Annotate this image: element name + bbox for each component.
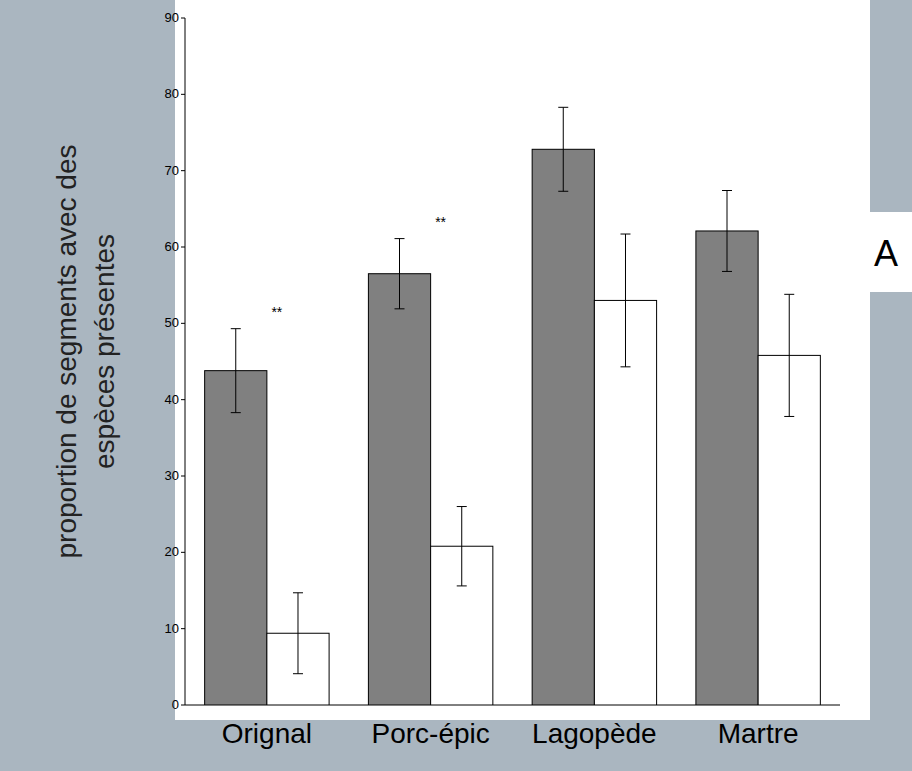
side-panel	[868, 212, 912, 292]
error-cap	[558, 107, 568, 108]
y-tick-label: 50	[165, 315, 179, 330]
error-cap	[293, 673, 303, 674]
error-cap	[395, 308, 405, 309]
error-line	[625, 234, 626, 367]
error-cap	[620, 366, 630, 367]
error-bars	[231, 107, 794, 673]
error-bar	[722, 191, 732, 272]
y-tick-label: 60	[165, 239, 179, 254]
annotation: **	[435, 214, 446, 230]
x-tick-label: Orignal	[222, 718, 312, 749]
error-cap	[558, 191, 568, 192]
y-axis	[185, 18, 186, 705]
chart-root: 0 10 20 30 40 50 60 70 80 90 proportion de segment…	[0, 0, 912, 771]
x-tick-label: Lagopède	[532, 718, 657, 749]
bar	[696, 231, 758, 705]
y-tick	[181, 705, 185, 706]
y-tick-label: 0	[172, 697, 179, 712]
y-tick	[181, 552, 185, 553]
y-tick	[181, 628, 185, 629]
error-line	[235, 329, 236, 413]
y-tick-label: 40	[165, 392, 179, 407]
error-line	[461, 507, 462, 586]
error-cap	[620, 234, 630, 235]
y-tick	[181, 323, 185, 324]
y-tick	[181, 247, 185, 248]
error-bar	[558, 107, 568, 191]
error-bar	[293, 593, 303, 674]
error-cap	[231, 328, 241, 329]
y-title-line: proportion de segments avec des	[51, 144, 82, 558]
error-cap	[457, 585, 467, 586]
y-tick	[181, 399, 185, 400]
error-line	[399, 239, 400, 309]
error-cap	[722, 271, 732, 272]
plot-panel	[175, 0, 870, 720]
error-cap	[784, 416, 794, 417]
bars	[205, 149, 821, 705]
error-cap	[293, 592, 303, 593]
error-bar	[395, 239, 405, 309]
error-cap	[231, 412, 241, 413]
annotation: **	[271, 304, 282, 320]
y-tick-label: 30	[165, 468, 179, 483]
error-line	[789, 294, 790, 416]
y-tick-label: 20	[165, 544, 179, 559]
error-cap	[722, 190, 732, 191]
y-tick-label: 70	[165, 163, 179, 178]
error-cap	[457, 506, 467, 507]
y-tick	[181, 94, 185, 95]
x-tick-label: Martre	[718, 718, 799, 749]
panel-label: A	[874, 233, 898, 274]
bar	[532, 149, 594, 705]
error-bar	[457, 507, 467, 586]
error-bar	[784, 294, 794, 416]
y-tick	[181, 170, 185, 171]
error-line	[727, 191, 728, 272]
error-bar	[231, 329, 241, 413]
y-tick-label: 90	[165, 10, 179, 25]
bar	[368, 274, 430, 705]
y-tick	[181, 476, 185, 477]
error-line	[563, 107, 564, 191]
y-title-line: espèces présentes	[89, 234, 120, 469]
error-bar	[620, 234, 630, 367]
y-axis-title: proportion de segments avec desespèces p…	[51, 144, 120, 558]
y-tick-label: 10	[165, 621, 179, 636]
error-line	[297, 593, 298, 674]
error-cap	[784, 294, 794, 295]
y-tick	[181, 18, 185, 19]
y-tick-label: 80	[165, 86, 179, 101]
error-cap	[395, 238, 405, 239]
bar	[205, 371, 267, 705]
x-tick-label: Porc-épic	[371, 718, 489, 749]
